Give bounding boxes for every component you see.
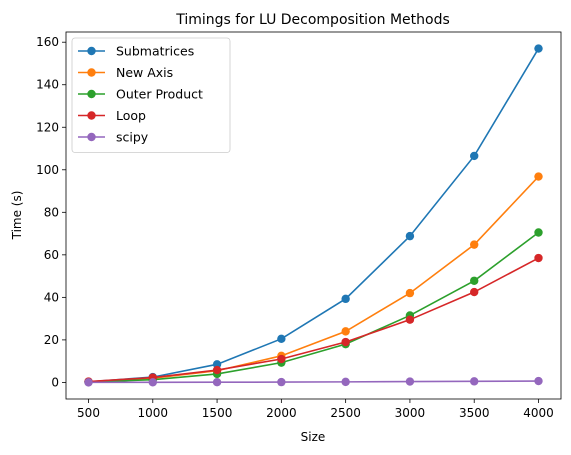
y-tick-label: 100: [36, 163, 59, 177]
y-tick-label: 160: [36, 35, 59, 49]
legend-label: Submatrices: [116, 44, 194, 59]
data-point: [405, 377, 415, 386]
series-scipy: [84, 376, 543, 387]
legend-label: Outer Product: [116, 87, 203, 102]
legend-marker: [87, 46, 96, 56]
series-submatrices: [84, 44, 543, 386]
x-tick-label: 3500: [459, 406, 490, 420]
legend: Submatrices New Axis Outer Product Loop scip…: [71, 37, 231, 153]
data-point: [84, 378, 93, 387]
legend-box: [71, 37, 231, 153]
data-point: [534, 44, 543, 53]
legend-marker: [87, 132, 96, 142]
data-point: [341, 337, 350, 347]
legend-item: Outer Product: [78, 87, 203, 102]
legend-marker: [87, 89, 96, 99]
y-tick-label: 20: [44, 333, 59, 347]
y-tick-label: 140: [36, 78, 59, 92]
legend-marker: [87, 68, 96, 77]
legend-marker: [87, 111, 96, 120]
x-tick-label: 2000: [266, 406, 297, 420]
data-point: [277, 354, 286, 364]
data-point: [405, 231, 415, 241]
series-line: [88, 257, 539, 383]
series-outer-product: [84, 228, 543, 387]
data-point: [212, 365, 222, 375]
data-point: [212, 360, 222, 369]
x-axis-ticks: 500 1000 1500 2000 2500 3000 3500 4000: [77, 399, 554, 420]
series-line: [88, 231, 539, 383]
legend-label: New Axis: [116, 65, 173, 80]
series-line: [88, 48, 540, 383]
data-point: [534, 376, 543, 386]
series-layer: [84, 44, 543, 387]
data-point: [341, 377, 350, 387]
plot-area-frame: [65, 31, 562, 400]
data-point: [212, 378, 222, 387]
legend-item: Loop: [78, 108, 146, 123]
data-point: [341, 294, 350, 304]
y-axis-ticks: 0 20 40 60 80 100 120 140 160: [36, 35, 66, 389]
chart-title: Timings for LU Decomposition Methods: [175, 12, 450, 28]
data-point: [470, 151, 479, 161]
y-tick-label: 80: [44, 205, 59, 219]
data-point: [277, 377, 286, 387]
x-tick-label: 1500: [202, 406, 233, 420]
x-tick-label: 3000: [395, 406, 426, 420]
legend-label: scipy: [116, 130, 149, 145]
data-point: [341, 327, 350, 336]
y-tick-label: 40: [44, 290, 59, 304]
y-tick-label: 120: [36, 120, 59, 134]
legend-item: scipy: [78, 130, 149, 145]
y-tick-label: 60: [44, 248, 59, 262]
data-point: [470, 287, 479, 297]
x-tick-label: 1000: [138, 406, 169, 420]
legend-item: Submatrices: [78, 44, 194, 59]
x-tick-label: 2500: [330, 406, 361, 420]
series-line: [88, 380, 539, 384]
data-point: [534, 172, 543, 181]
y-axis-label: Time (s): [10, 191, 24, 241]
data-point: [534, 228, 543, 237]
y-tick-label: 0: [51, 375, 59, 389]
data-point: [405, 288, 415, 298]
x-tick-label: 500: [77, 406, 100, 420]
series-loop: [84, 253, 543, 386]
legend-label: Loop: [116, 108, 146, 123]
data-point: [470, 276, 479, 285]
data-point: [534, 253, 543, 263]
legend-item: New Axis: [78, 65, 173, 80]
data-point: [277, 334, 286, 344]
x-axis-label: Size: [301, 430, 326, 444]
x-tick-label: 4000: [523, 406, 554, 420]
data-point: [148, 378, 157, 387]
data-point: [470, 240, 479, 249]
data-point: [405, 315, 415, 324]
data-point: [470, 377, 479, 386]
